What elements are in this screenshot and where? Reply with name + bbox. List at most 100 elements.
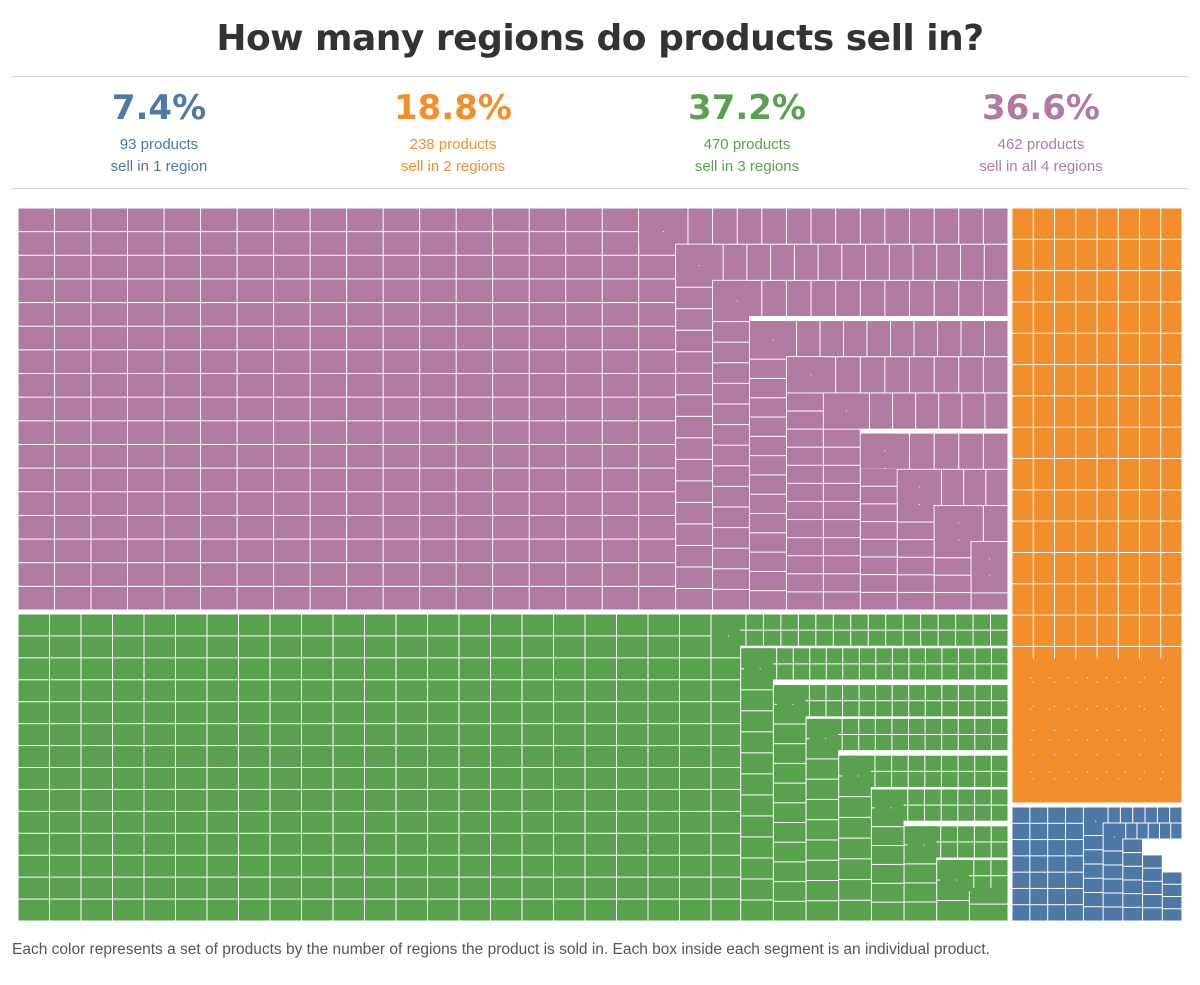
product-box-4-regions: [602, 303, 639, 326]
product-box-3-regions: [491, 724, 522, 746]
product-box-1-regions: [1048, 872, 1066, 888]
product-box-4-regions: [91, 444, 128, 468]
product-box-4-regions: [983, 280, 1008, 317]
product-box-4-regions: [897, 522, 934, 540]
product-box-3-regions: [396, 702, 427, 724]
product-box-3-regions: [522, 833, 553, 855]
product-box-3-regions: [239, 636, 270, 658]
product-box-4-regions: [456, 397, 493, 421]
product-box-4-regions: [420, 397, 456, 421]
product-box-3-regions: [270, 855, 301, 877]
product-box-2-regions: [1161, 271, 1182, 302]
product-box-4-regions: [493, 232, 529, 255]
product-box-4-regions: [347, 539, 383, 563]
product-box-3-regions: [50, 658, 81, 680]
product-box-4-regions: [18, 539, 55, 563]
product-box-4-regions: [164, 539, 201, 563]
product-box-3-regions: [333, 833, 364, 855]
product-box-3-regions: [554, 811, 585, 833]
product-box-1-regions: [1103, 907, 1123, 921]
product-box-3-regions: [333, 636, 364, 658]
product-box-4-regions: [566, 279, 602, 303]
product-box-4-regions: [566, 563, 602, 586]
product-box-3-regions: [50, 789, 81, 811]
product-box-4-regions: [860, 357, 885, 393]
product-box-1-regions: [1066, 840, 1083, 856]
product-box-2-regions: [1055, 365, 1076, 396]
product-box-1-regions: [1048, 807, 1066, 823]
product-box-3-regions: [365, 811, 396, 833]
product-box-2-regions: [1055, 459, 1076, 490]
product-box-3-regions: [942, 648, 958, 664]
product-box-3-regions: [585, 855, 616, 877]
product-box-3-regions: [365, 702, 396, 724]
product-box-4-regions: [566, 397, 602, 421]
product-box-3-regions: [773, 724, 806, 744]
product-box-3-regions: [81, 833, 112, 855]
product-box-4-regions: [237, 326, 274, 350]
product-box-3-regions: [113, 811, 144, 833]
product-box-4-regions: [201, 255, 237, 279]
product-box-4-regions: [274, 208, 310, 232]
product-box-2-regions: [1161, 490, 1182, 521]
product-box-3-regions: [18, 724, 49, 746]
product-box-2-regions: [1140, 615, 1161, 646]
product-box-3-regions: [991, 685, 1008, 701]
product-box-3-regions: [741, 837, 773, 858]
product-box-4-regions: [456, 232, 493, 255]
product-box-3-regions: [925, 771, 941, 787]
product-box-3-regions: [554, 899, 585, 921]
product-box-3-regions: [522, 702, 553, 724]
product-box-3-regions: [333, 768, 364, 789]
product-box-3-regions: [843, 664, 859, 680]
product-box-3-regions: [396, 855, 427, 877]
product-box-4-regions: [934, 540, 971, 558]
product-box-3-regions: [958, 701, 975, 717]
product-box-4-regions: [237, 350, 274, 374]
product-box-4-regions: [713, 280, 737, 317]
product-box-4-regions: [274, 444, 310, 468]
product-box-3-regions: [876, 664, 892, 680]
product-box-4-regions: [529, 492, 566, 515]
product-box-4-regions: [676, 524, 713, 545]
product-box-3-regions: [18, 855, 49, 877]
product-box-2-regions: [1106, 682, 1125, 706]
product-box-3-regions: [113, 899, 144, 921]
product-box-4-regions: [383, 208, 420, 232]
product-box-4-regions: [823, 501, 860, 520]
kpi-count: 462 products: [997, 136, 1085, 153]
product-box-4-regions: [493, 515, 529, 539]
product-box-3-regions: [892, 755, 908, 771]
product-box-4-regions: [566, 539, 602, 563]
product-box-4-regions: [844, 321, 867, 357]
product-box-4-regions: [201, 326, 237, 350]
product-box-4-regions: [639, 468, 676, 492]
product-box-3-regions: [428, 746, 459, 767]
product-box-2-regions: [1118, 396, 1139, 427]
product-box-4-regions: [274, 539, 310, 563]
product-box-3-regions: [207, 833, 238, 855]
product-box-4-regions: [493, 539, 529, 563]
product-box-4-regions: [128, 515, 164, 539]
product-box-2-regions: [1161, 615, 1182, 646]
product-box-4-regions: [347, 563, 383, 586]
product-box-3-regions: [396, 658, 427, 680]
product-box-4-regions: [713, 589, 750, 610]
product-box-4-regions: [529, 563, 566, 586]
product-box-2-regions: [1055, 396, 1076, 427]
product-box-3-regions: [859, 664, 876, 680]
product-box-4-regions: [55, 303, 91, 326]
product-box-3-regions: [81, 899, 112, 921]
product-box-4-regions: [383, 492, 420, 515]
product-box-4-regions: [959, 208, 983, 244]
product-box-3-regions: [907, 842, 924, 858]
product-box-4-regions: [676, 438, 713, 459]
product-box-4-regions: [959, 357, 983, 393]
product-box-4-regions: [201, 208, 237, 232]
product-box-3-regions: [396, 811, 427, 833]
product-box-4-regions: [128, 563, 164, 586]
product-box-1-regions: [1103, 851, 1123, 865]
product-box-3-regions: [207, 614, 238, 636]
product-box-3-regions: [859, 648, 876, 664]
product-box-3-regions: [648, 855, 679, 877]
